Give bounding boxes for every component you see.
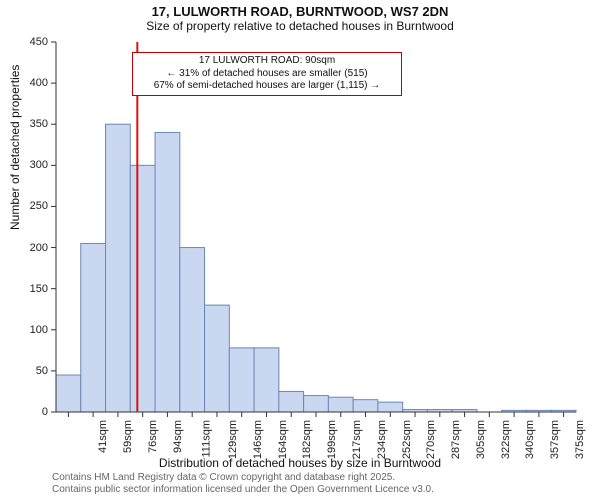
plot-svg <box>56 42 576 412</box>
chart-wrapper: 17, LULWORTH ROAD, BURNTWOOD, WS7 2DN Si… <box>0 0 600 500</box>
x-tick-label: 182sqm <box>302 420 314 459</box>
x-tick-label: 129sqm <box>227 420 239 459</box>
x-axis-label: Distribution of detached houses by size … <box>0 456 600 470</box>
x-tick-label: 199sqm <box>326 420 338 459</box>
x-tick-label: 217sqm <box>351 420 363 459</box>
x-tick-label: 375sqm <box>574 420 586 459</box>
y-tick-label: 100 <box>30 324 48 336</box>
footer: Contains HM Land Registry data © Crown c… <box>52 472 434 496</box>
x-tick-label: 164sqm <box>277 420 289 459</box>
x-tick-label: 41sqm <box>97 420 109 453</box>
y-tick-label: 50 <box>36 365 48 377</box>
annotation-box: 17 LULWORTH ROAD: 90sqm ← 31% of detache… <box>132 52 402 96</box>
x-tick-label: 146sqm <box>252 420 264 459</box>
y-tick-label: 400 <box>30 77 48 89</box>
annotation-line1: 17 LULWORTH ROAD: 90sqm <box>137 55 397 68</box>
x-tick-label: 305sqm <box>475 420 487 459</box>
y-tick-label: 200 <box>30 242 48 254</box>
annotation-line2: ← 31% of detached houses are smaller (51… <box>137 68 397 81</box>
x-tick-label: 322sqm <box>500 420 512 459</box>
x-tick-label: 59sqm <box>122 420 134 453</box>
footer-line2: Contains public sector information licen… <box>52 484 434 496</box>
y-tick-label: 250 <box>30 200 48 212</box>
annotation-line3: 67% of semi-detached houses are larger (… <box>137 80 397 93</box>
y-tick-label: 150 <box>30 283 48 295</box>
y-tick-label: 300 <box>30 159 48 171</box>
chart-area: 17 LULWORTH ROAD: 90sqm ← 31% of detache… <box>56 42 576 412</box>
x-tick-label: 357sqm <box>549 420 561 459</box>
x-tick-label: 252sqm <box>401 420 413 459</box>
y-axis-label: Number of detached properties <box>8 65 22 230</box>
x-tick-label: 270sqm <box>425 420 437 459</box>
x-tick-label: 340sqm <box>524 420 536 459</box>
y-tick-label: 450 <box>30 36 48 48</box>
chart-title: 17, LULWORTH ROAD, BURNTWOOD, WS7 2DN <box>0 4 600 19</box>
y-tick-label: 0 <box>42 406 48 418</box>
x-tick-label: 234sqm <box>376 420 388 459</box>
footer-line1: Contains HM Land Registry data © Crown c… <box>52 472 434 484</box>
x-tick-label: 111sqm <box>201 420 213 458</box>
x-tick-label: 287sqm <box>450 420 462 459</box>
x-tick-label: 94sqm <box>172 420 184 453</box>
title-block: 17, LULWORTH ROAD, BURNTWOOD, WS7 2DN Si… <box>0 0 600 33</box>
chart-subtitle: Size of property relative to detached ho… <box>0 19 600 33</box>
y-tick-label: 350 <box>30 118 48 130</box>
x-tick-label: 76sqm <box>147 420 159 453</box>
